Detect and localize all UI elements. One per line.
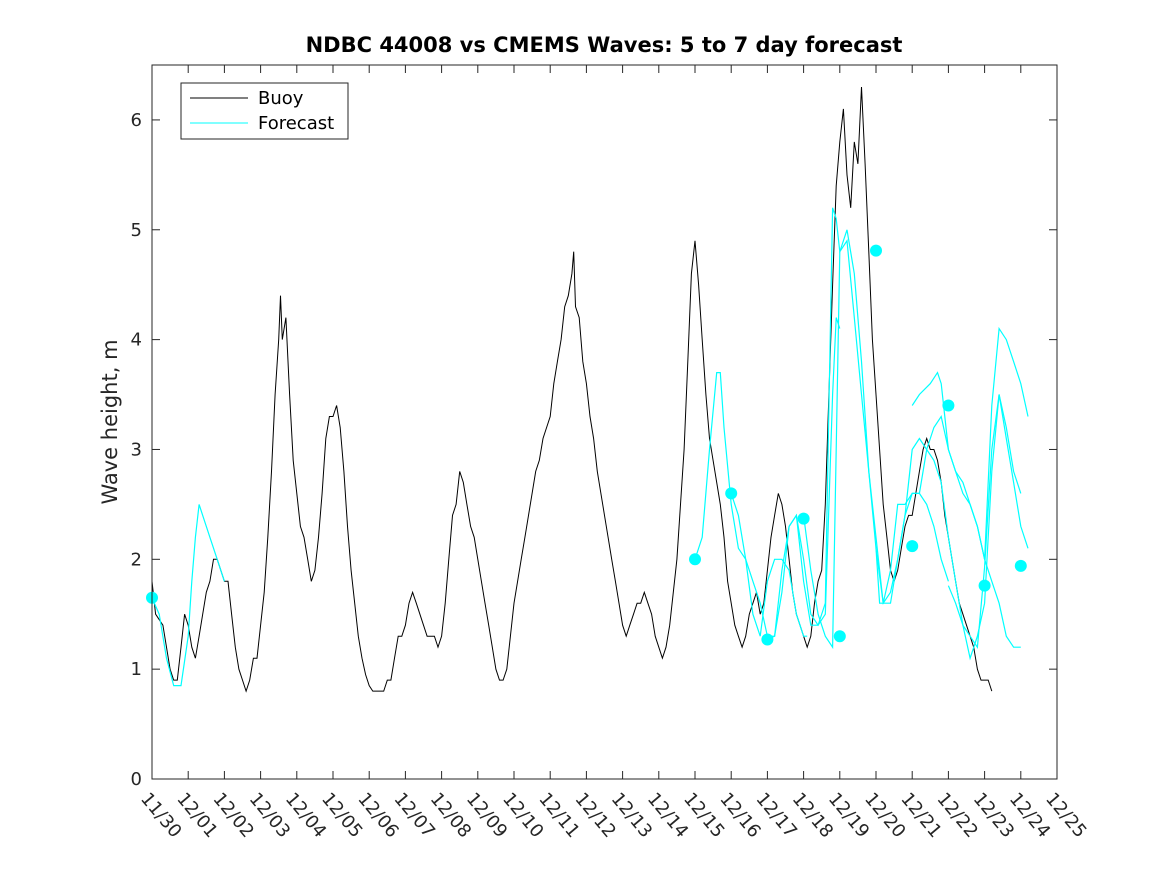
- plot-background: [152, 65, 1057, 779]
- forecast-init-point-6: [870, 244, 882, 257]
- y-tick-label: 6: [131, 110, 142, 131]
- legend: Buoy Forecast: [180, 82, 349, 140]
- forecast-init-point-10: [1014, 559, 1027, 572]
- y-tick-label: 2: [131, 549, 142, 570]
- forecast-init-point-2: [725, 487, 738, 500]
- forecast-init-point-9: [978, 579, 991, 592]
- legend-buoy-label: Buoy: [258, 88, 304, 109]
- forecast-init-point-1: [689, 553, 701, 566]
- forecast-init-point-3: [761, 633, 774, 646]
- series-line-forecast-7: [947, 394, 1022, 649]
- y-tick-label: 3: [131, 439, 142, 460]
- forecast-init-point-4: [797, 512, 810, 525]
- y-tick-label: 0: [131, 769, 142, 790]
- forecast-init-point-5: [833, 630, 846, 643]
- y-axis-label: Wave height, m: [98, 339, 122, 504]
- y-tick-label: 1: [131, 659, 142, 680]
- plot-area: [146, 64, 1058, 780]
- forecast-init-point-8: [942, 399, 955, 412]
- series-layer: [146, 86, 1029, 693]
- series-line-forecast-4: [803, 229, 1029, 661]
- series-line-forecast-6: [911, 371, 1021, 648]
- y-tick-label: 4: [131, 330, 142, 351]
- series-line-forecast-1: [694, 372, 808, 637]
- forecast-init-point-7: [906, 540, 919, 553]
- legend-forecast-label: Forecast: [258, 113, 334, 134]
- y-axis: 0 1 2 3 4 5 6: [131, 110, 1057, 790]
- y-tick-label: 5: [131, 220, 142, 241]
- legend-box: [180, 82, 349, 140]
- series-line-buoy: [151, 86, 993, 693]
- plot-frame: [151, 64, 1058, 780]
- chart-title: NDBC 44008 vs CMEMS Waves: 5 to 7 day fo…: [306, 33, 903, 57]
- series-line-forecast-0: [151, 504, 225, 687]
